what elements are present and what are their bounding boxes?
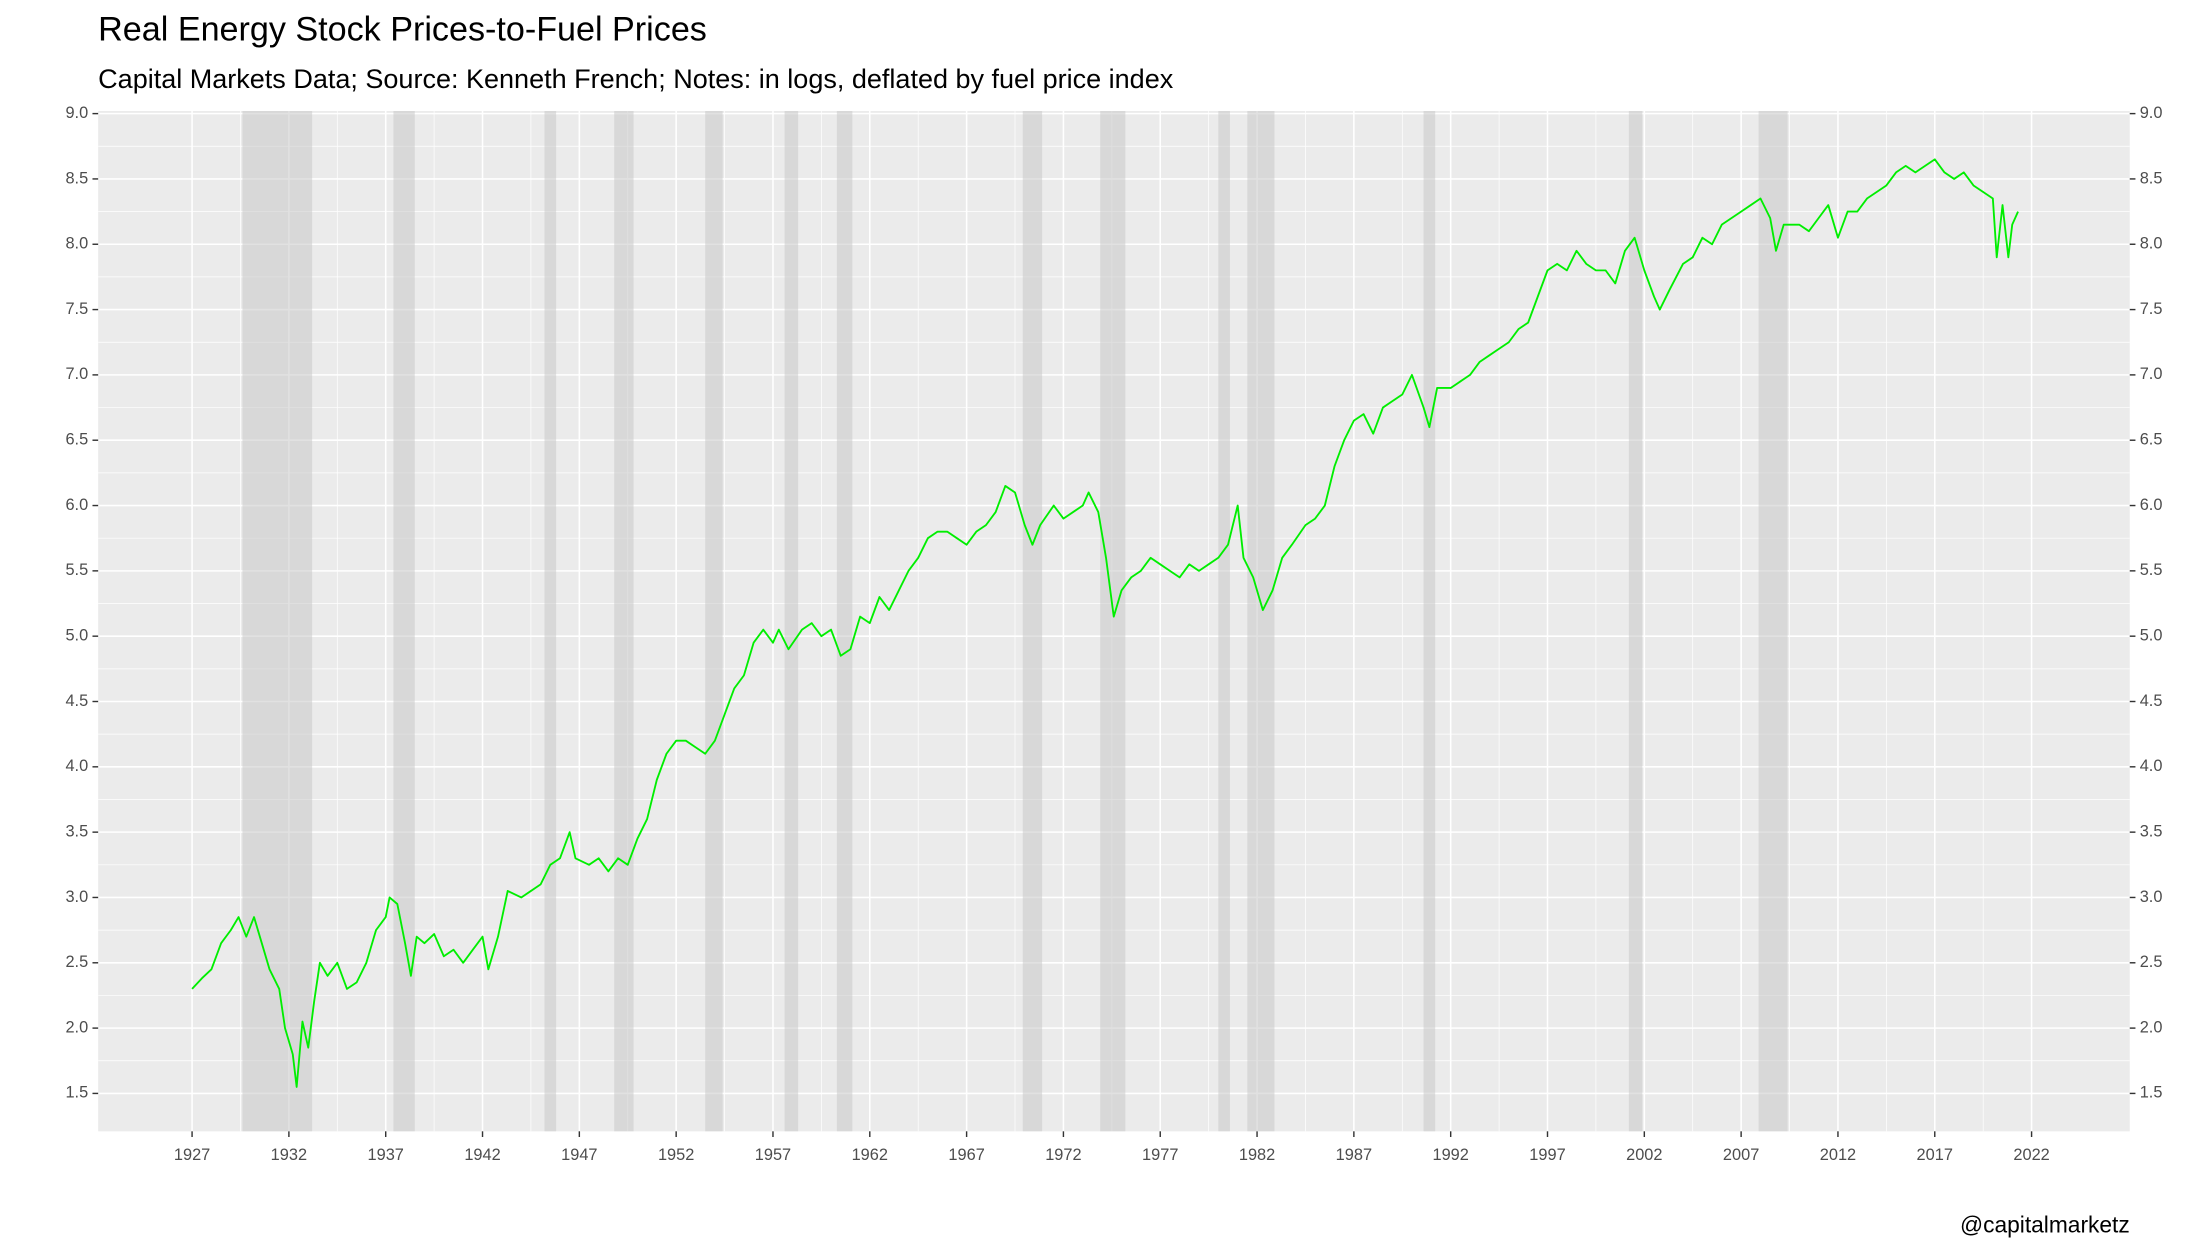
y-tick-label: 6.5 <box>65 431 88 449</box>
y2-tick-label: 7.0 <box>2140 365 2163 383</box>
x-tick-label: 1977 <box>1142 1146 1178 1164</box>
y2-tick-label: 3.0 <box>2140 888 2163 906</box>
y-tick-label: 8.5 <box>65 169 88 187</box>
y-tick-label: 4.0 <box>65 757 88 775</box>
x-tick-label: 1992 <box>1432 1146 1468 1164</box>
recession-band <box>705 110 723 1132</box>
data-line <box>191 158 2019 1088</box>
recession-band <box>1218 110 1230 1132</box>
y-tick-label: 9.0 <box>65 104 88 122</box>
x-tick-label: 1942 <box>464 1146 500 1164</box>
y2-tick-label: 4.0 <box>2140 757 2163 775</box>
recession-band <box>1628 110 1643 1132</box>
x-tick-label: 1937 <box>368 1146 404 1164</box>
recession-band <box>544 110 557 1132</box>
recession-band <box>784 110 799 1132</box>
y2-tick-label: 6.0 <box>2140 496 2163 514</box>
x-tick-label: 2017 <box>1917 1146 1953 1164</box>
y-tick-label: 1.5 <box>65 1084 88 1102</box>
y2-tick-label: 7.5 <box>2140 300 2163 318</box>
x-tick-label: 1952 <box>658 1146 694 1164</box>
y2-tick-label: 5.5 <box>2140 561 2163 579</box>
recession-band <box>1022 110 1043 1132</box>
x-tick-label: 1982 <box>1239 1146 1275 1164</box>
x-tick-label: 2022 <box>2013 1146 2049 1164</box>
y2-tick-label: 1.5 <box>2140 1084 2163 1102</box>
x-tick-label: 1997 <box>1529 1146 1565 1164</box>
x-tick-label: 2007 <box>1723 1146 1759 1164</box>
y2-tick-label: 3.5 <box>2140 822 2163 840</box>
y2-tick-label: 4.5 <box>2140 692 2163 710</box>
caption: @capitalmarketz <box>1960 1212 2130 1238</box>
y-tick-label: 3.0 <box>65 888 88 906</box>
y2-tick-label: 2.5 <box>2140 953 2163 971</box>
y2-tick-label: 2.0 <box>2140 1018 2163 1036</box>
x-tick-label: 1962 <box>852 1146 888 1164</box>
y-tick-label: 2.5 <box>65 953 88 971</box>
y-tick-label: 4.5 <box>65 692 88 710</box>
chart-subtitle: Capital Markets Data; Source: Kenneth Fr… <box>98 64 1174 94</box>
y2-tick-label: 5.0 <box>2140 627 2163 645</box>
y-tick-label: 5.0 <box>65 627 88 645</box>
x-tick-label: 2012 <box>1820 1146 1856 1164</box>
x-tick-label: 1987 <box>1336 1146 1372 1164</box>
y-tick-label: 7.0 <box>65 365 88 383</box>
x-tick-label: 1927 <box>174 1146 210 1164</box>
y-tick-label: 5.5 <box>65 561 88 579</box>
x-tick-label: 2002 <box>1626 1146 1662 1164</box>
y2-tick-label: 6.5 <box>2140 431 2163 449</box>
y-tick-label: 2.0 <box>65 1018 88 1036</box>
y-tick-label: 8.0 <box>65 235 88 253</box>
recession-band <box>1247 110 1275 1132</box>
y2-tick-label: 8.0 <box>2140 235 2163 253</box>
x-tick-label: 1947 <box>561 1146 597 1164</box>
recession-band <box>836 110 853 1132</box>
y2-tick-label: 9.0 <box>2140 104 2163 122</box>
chart-title: Real Energy Stock Prices-to-Fuel Prices <box>98 10 707 48</box>
recession-band <box>1423 110 1436 1132</box>
y2-tick-label: 8.5 <box>2140 169 2163 187</box>
y-tick-label: 7.5 <box>65 300 88 318</box>
y-tick-label: 6.0 <box>65 496 88 514</box>
x-tick-label: 1972 <box>1045 1146 1081 1164</box>
x-tick-label: 1957 <box>755 1146 791 1164</box>
y-tick-label: 3.5 <box>65 822 88 840</box>
x-tick-label: 1967 <box>948 1146 984 1164</box>
recession-band <box>393 110 415 1132</box>
recession-band <box>1100 110 1126 1132</box>
recession-band <box>614 110 634 1132</box>
x-tick-label: 1932 <box>271 1146 307 1164</box>
recession-band <box>242 110 313 1132</box>
recession-band <box>1758 110 1788 1132</box>
